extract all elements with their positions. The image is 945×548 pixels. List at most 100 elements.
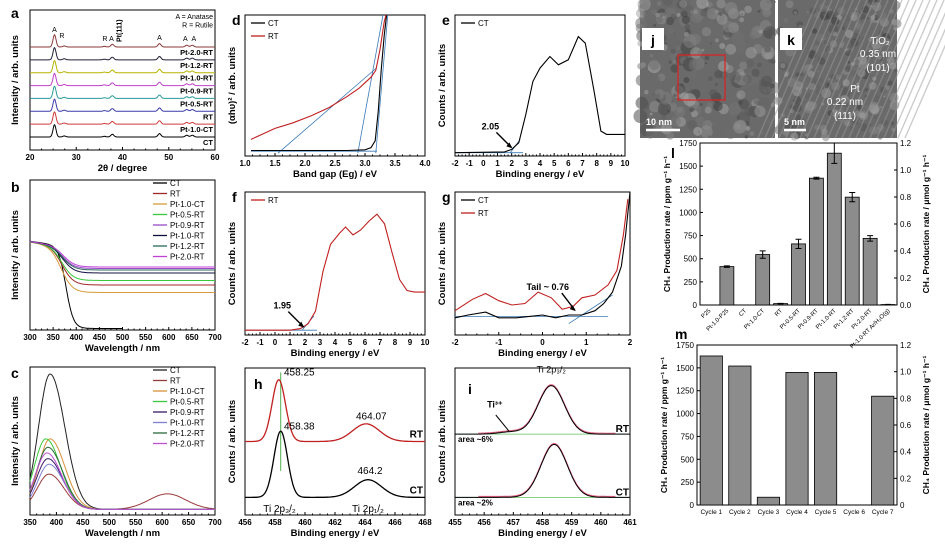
x-tick-label: 700 — [208, 333, 222, 342]
error-bar — [849, 192, 856, 203]
panel-label-k: k — [787, 32, 795, 48]
trace-label: CT — [616, 487, 629, 498]
xrd-trace — [30, 124, 215, 138]
y-tick-label: 1000 — [679, 208, 697, 217]
selection-box — [677, 54, 726, 101]
error-bar — [723, 265, 730, 268]
xps-trace — [245, 379, 425, 443]
x-tick-label: 464 — [358, 518, 372, 527]
y-right-tick-label: 0.6 — [900, 421, 912, 430]
peak-label: A — [192, 36, 197, 43]
legend-note: A = Anatase — [175, 14, 213, 21]
x-tick-label: 500 — [103, 518, 117, 527]
scale-bar-label: 5 nm — [784, 117, 805, 127]
y-right-tick-label: 1.2 — [900, 341, 912, 350]
y-right-tick-label: 0.0 — [900, 301, 912, 310]
x-tick-label: 450 — [93, 333, 107, 342]
x-tick-label: 460 — [298, 518, 312, 527]
peak-position-label: 464.07 — [356, 411, 387, 422]
y-tick-label: 1500 — [676, 364, 694, 373]
x-tick-label: 7 — [378, 338, 383, 347]
arrow-head-icon — [506, 142, 513, 149]
peak-position-label: 464.2 — [358, 466, 383, 477]
y-axis-label: Intensity / arb. units — [10, 396, 21, 486]
fit-line — [277, 67, 378, 154]
lattice-label: 0.35 nm — [860, 49, 896, 60]
y-axis-label: CH₄ Production rate / ppm g⁻¹ h⁻¹ — [662, 156, 672, 292]
legend-note: R = Rutile — [182, 23, 213, 30]
y-right-tick-label: 0.2 — [900, 474, 912, 483]
annotation-label: 1.95 — [273, 301, 291, 311]
x-axis-label: Wavelength / nm — [85, 528, 160, 539]
x-tick-label: 1.5 — [269, 159, 281, 168]
lattice-label: Pt — [850, 84, 860, 95]
panel-label-h: h — [254, 376, 263, 392]
x-tick-label: -2 — [241, 338, 249, 347]
error-bar — [795, 238, 802, 250]
bar — [844, 196, 860, 306]
xrd-trace — [30, 34, 215, 48]
y-axis-label: CH₄ Production rate / ppm g⁻¹ h⁻¹ — [659, 357, 669, 493]
category-label: Cycle 4 — [786, 509, 808, 516]
xrd-trace — [30, 59, 215, 74]
x-tick-label: 458 — [536, 518, 550, 527]
x-tick-label: 3.0 — [359, 159, 371, 168]
category-label: Cycle 6 — [843, 509, 865, 516]
absorption-trace — [29, 241, 215, 286]
x-tick-label: 458 — [268, 518, 282, 527]
y-right-tick-label: 0.8 — [900, 394, 912, 403]
x-tick-label: 20 — [26, 153, 35, 162]
panel-label-f: f — [232, 189, 237, 205]
annotation-label: Tail ~ 0.76 — [526, 282, 569, 292]
x-tick-label: 462 — [328, 518, 342, 527]
peak-label: R — [102, 36, 107, 43]
absorption-trace — [29, 241, 215, 268]
y-axis-label: Intensity / arb. units — [10, 35, 21, 125]
y-tick-label: 750 — [684, 232, 698, 241]
legend-entry: Pt-2.0-RT — [170, 253, 205, 262]
x-tick-label: 5 — [552, 159, 557, 168]
trace-label: RT — [203, 112, 213, 121]
bar — [826, 152, 842, 306]
x-tick-label: 30 — [72, 153, 81, 162]
category-label: Cycle 5 — [815, 509, 837, 516]
x-tick-label: 466 — [388, 518, 402, 527]
peak-label: R — [59, 33, 64, 40]
bar — [785, 372, 809, 506]
legend-entry: RT — [170, 190, 181, 199]
x-tick-label: 400 — [70, 333, 84, 342]
x-tick-label: 1.0 — [239, 159, 251, 168]
bar — [862, 237, 878, 306]
category-label: RT — [774, 308, 784, 318]
x-tick-label: 7 — [580, 159, 585, 168]
x-tick-label: 2 — [628, 338, 633, 347]
x-tick-label: 3.5 — [389, 159, 401, 168]
spectrum-trace — [454, 191, 631, 319]
category-label: Cycle 7 — [872, 509, 894, 516]
y-right-tick-label: 0.4 — [900, 448, 912, 457]
error-bar — [777, 302, 784, 305]
x-tick-label: 457 — [507, 518, 521, 527]
peak-position-label: 458.25 — [284, 367, 315, 378]
trace-label: Pt-1.2-RT — [180, 61, 213, 70]
x-axis-label: Wavelength / nm — [85, 343, 160, 354]
y-right-axis-label: CH₄ Production rate / μmol g⁻¹ h⁻¹ — [921, 356, 931, 495]
panel-label-a: a — [11, 5, 19, 21]
trace-label: RT — [410, 430, 423, 441]
legend-entry: Pt-0.9-RT — [170, 408, 205, 417]
trace-label: Pt-2.0-RT — [180, 48, 213, 57]
lattice-label: 0.22 nm — [827, 97, 863, 108]
ti3-label: Ti³⁺ — [487, 400, 503, 410]
lattice-label: (111) — [834, 111, 856, 122]
lattice-label: TiO₂ — [870, 36, 890, 47]
x-tick-label: 600 — [155, 518, 169, 527]
y-right-tick-label: 0.8 — [900, 193, 912, 202]
legend-entry: Pt-0.5-RT — [170, 398, 205, 407]
absorption-trace — [29, 241, 215, 281]
x-axis-label: Binding energy / eV — [496, 169, 585, 180]
x-tick-label: 3 — [524, 159, 529, 168]
y-tick-label: 0 — [693, 301, 698, 310]
y-tick-label: 1500 — [679, 162, 697, 171]
bar — [756, 496, 780, 506]
legend-entry: Pt-2.0-RT — [170, 440, 205, 449]
